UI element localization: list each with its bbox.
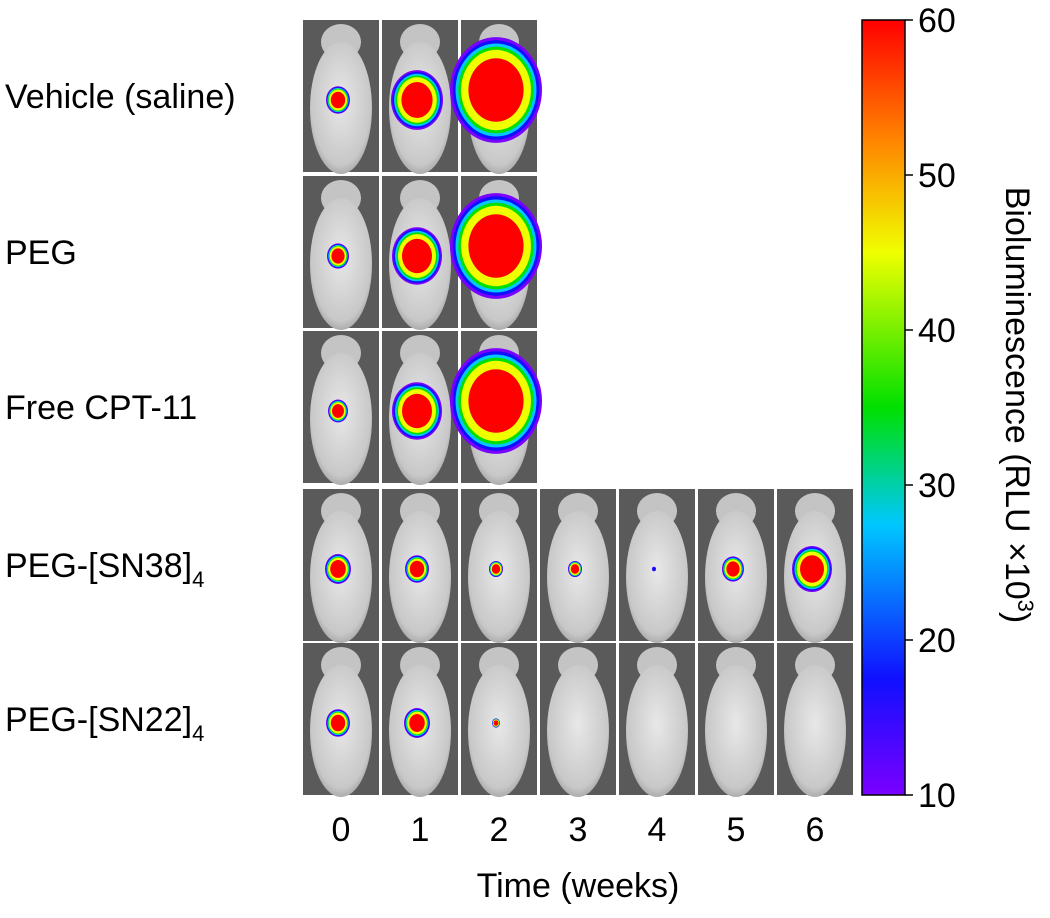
- mouse-body: [626, 511, 688, 643]
- mouse-panel: [540, 643, 616, 797]
- signal: [330, 560, 346, 578]
- row-label-text: PEG-[SN38]: [5, 547, 192, 585]
- mouse-body: [547, 665, 609, 797]
- mouse-panel: [303, 331, 379, 485]
- signal: [570, 564, 580, 574]
- signal: [468, 58, 524, 122]
- colorbar-tick-label: 30: [918, 467, 956, 505]
- mouse-panel: [303, 20, 379, 174]
- mouse-panel: [777, 489, 853, 643]
- mouse-panel: [382, 331, 458, 485]
- row-label: PEG-[SN22]4: [5, 701, 204, 746]
- colorbar: [861, 19, 906, 796]
- x-tick-label: 6: [806, 811, 825, 849]
- signal: [726, 561, 740, 577]
- mouse-panel: [698, 643, 774, 797]
- signal: [800, 555, 824, 583]
- colorbar-tick-label: 50: [918, 157, 956, 195]
- mouse-panel: [382, 489, 458, 643]
- x-tick-label: 5: [727, 811, 746, 849]
- signal: [491, 564, 501, 574]
- mouse-panel: [303, 176, 379, 330]
- mouse-panel: [382, 20, 458, 174]
- mouse-body: [547, 511, 609, 643]
- mouse-panel: [777, 643, 853, 797]
- row-label-text: Vehicle (saline): [5, 78, 236, 116]
- mouse-panel: [450, 20, 542, 174]
- mouse-panel: [382, 176, 458, 330]
- x-tick-label: 0: [332, 811, 351, 849]
- x-tick-label: 1: [411, 811, 430, 849]
- signal: [468, 369, 524, 433]
- row-label-text: PEG: [5, 234, 77, 272]
- mouse-panel: [461, 643, 537, 797]
- mouse-panel: [382, 643, 458, 797]
- colorbar-tick-label: 60: [918, 2, 956, 40]
- mouse-panel: [540, 489, 616, 643]
- signal: [330, 714, 346, 732]
- row-label-text: PEG-[SN22]: [5, 701, 192, 739]
- mouse-panel: [619, 643, 695, 797]
- row-label-text: Free CPT-11: [5, 389, 197, 427]
- mouse-panel: [450, 331, 542, 485]
- x-tick-label: 3: [569, 811, 588, 849]
- row-label: PEG: [5, 234, 77, 272]
- signal: [468, 214, 524, 278]
- row-label: Vehicle (saline): [5, 78, 236, 116]
- row-label: Free CPT-11: [5, 389, 197, 427]
- row-label-sub: 4: [192, 567, 204, 592]
- mouse-panel: [461, 489, 537, 643]
- signal: [332, 404, 344, 418]
- colorbar-label: Bioluminescence (RLU ×103): [998, 187, 1038, 624]
- signal: [402, 238, 432, 274]
- mouse-body: [626, 665, 688, 797]
- row-label-sub: 4: [192, 721, 204, 746]
- colorbar-label-end: ): [998, 612, 1036, 623]
- mouse-panel: [303, 643, 379, 797]
- signal: [330, 91, 346, 109]
- signal: [652, 566, 656, 572]
- colorbar-label-sup: 3: [1013, 600, 1038, 612]
- signal: [402, 393, 432, 429]
- colorbar-tick-label: 40: [918, 312, 956, 350]
- colorbar-tick-label: 10: [918, 777, 956, 815]
- mouse-panel: [619, 489, 695, 643]
- x-tick-label: 2: [490, 811, 509, 849]
- mouse-panel: [303, 489, 379, 643]
- signal: [401, 82, 433, 118]
- signal: [409, 714, 425, 732]
- colorbar-label-text: Bioluminescence (RLU ×10: [998, 187, 1036, 600]
- x-tick-label: 4: [648, 811, 667, 849]
- x-axis-label: Time (weeks): [477, 867, 680, 905]
- mouse-panel: [450, 176, 542, 330]
- colorbar-tick-label: 20: [918, 622, 956, 660]
- mouse-body: [784, 665, 846, 797]
- signal: [493, 720, 499, 726]
- mouse-body: [468, 665, 530, 797]
- mouse-panel: [698, 489, 774, 643]
- signal: [409, 560, 425, 578]
- signal: [331, 248, 345, 264]
- mouse-body: [705, 665, 767, 797]
- mouse-body: [468, 511, 530, 643]
- row-label: PEG-[SN38]4: [5, 547, 204, 592]
